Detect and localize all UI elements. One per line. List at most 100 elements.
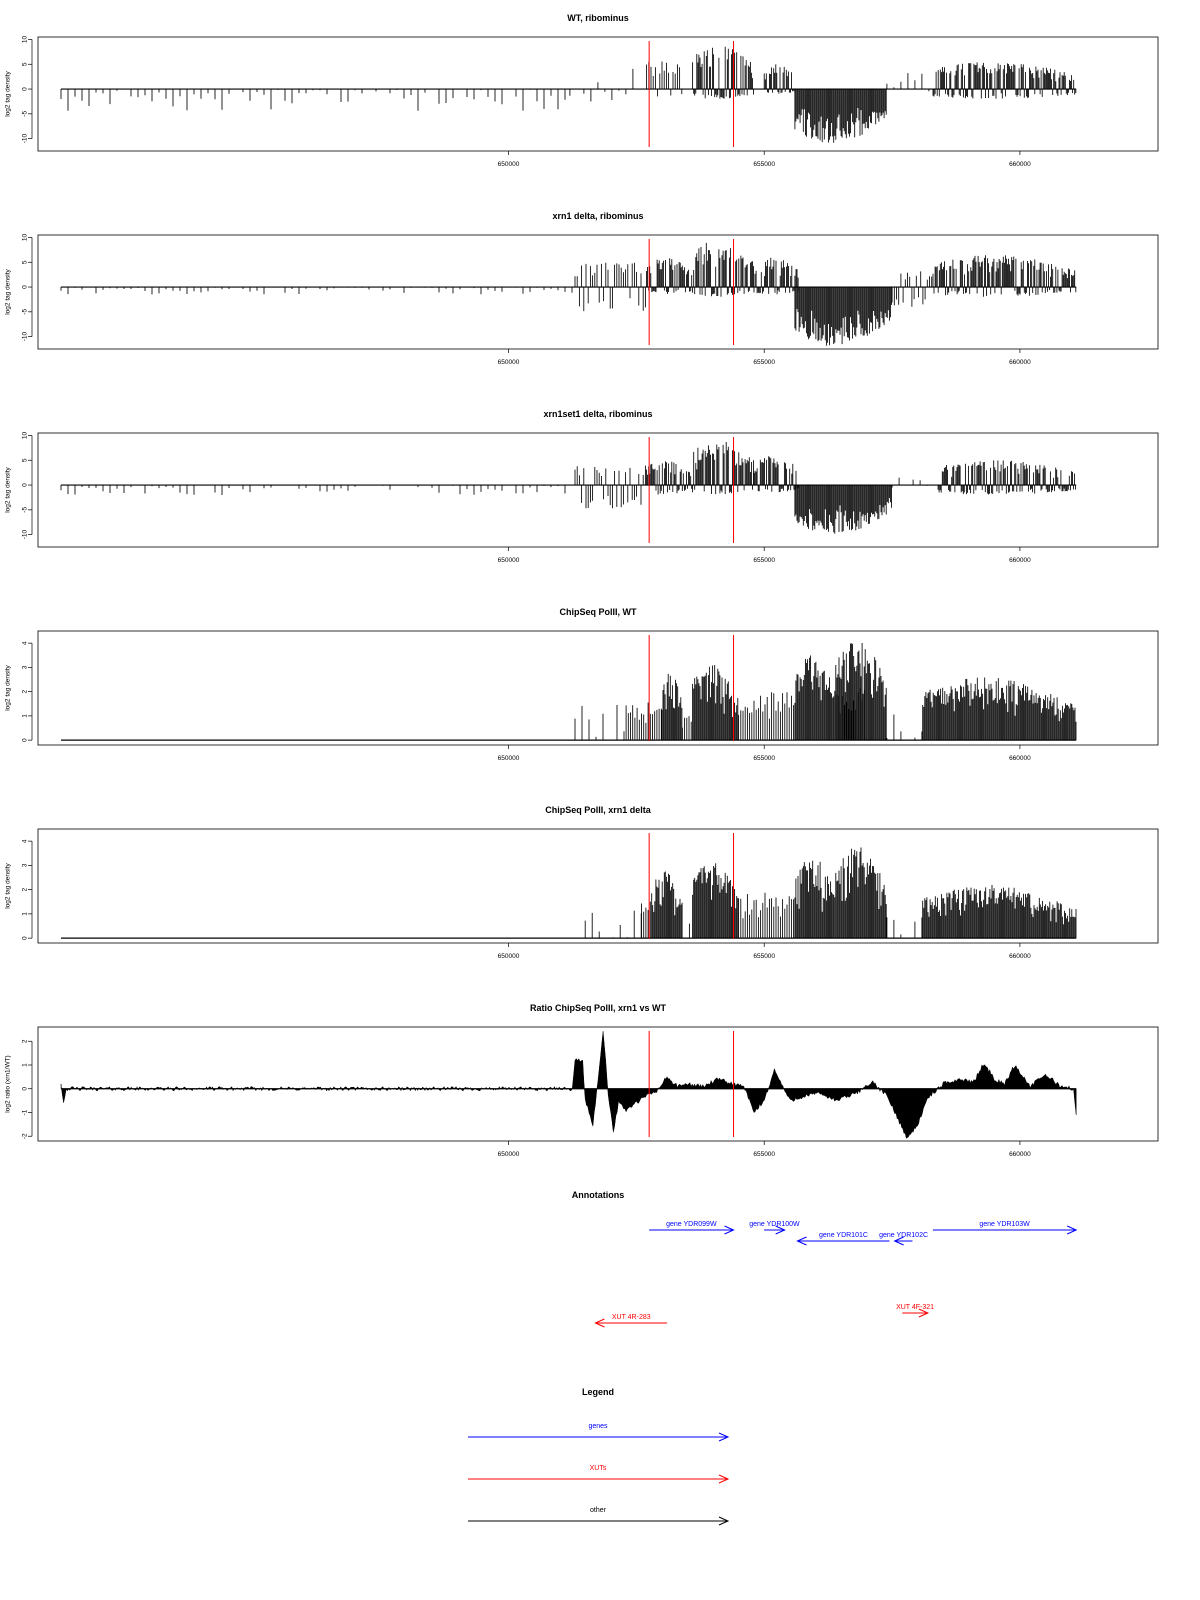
signal-bars-5 xyxy=(753,257,800,295)
y-axis: 0 1 2 3 4 xyxy=(22,641,33,742)
panel-title: ChipSeq PolII, xrn1 delta xyxy=(545,805,652,815)
x-tick-label: 660000 xyxy=(1009,1151,1031,1158)
signal-bars-4 xyxy=(692,46,754,99)
x-tick-label: 655000 xyxy=(753,953,775,960)
xut-arrow-2: XUT 4F-321 xyxy=(896,1304,934,1318)
y-tick-label: 5 xyxy=(22,62,29,66)
signal-bars-1 xyxy=(60,287,573,295)
x-axis: 650000 655000 660000 xyxy=(498,547,1031,564)
signal-bars-6 xyxy=(794,89,887,143)
panel-title: xrn1 delta, ribominus xyxy=(552,211,643,221)
signal-bars-1 xyxy=(584,910,642,939)
signal-bars-4 xyxy=(681,716,692,741)
signal-bars-7 xyxy=(891,477,935,488)
gene-arrow-4: gene YDR102C xyxy=(879,1232,928,1246)
signal-bars-2 xyxy=(625,702,662,741)
legend-label: genes xyxy=(588,1423,608,1430)
signal-bars-7 xyxy=(886,73,930,92)
signal-bars-8 xyxy=(835,847,887,939)
x-axis: 650000 655000 660000 xyxy=(498,151,1031,168)
signal-bars-2 xyxy=(574,262,646,312)
signal-bars-5 xyxy=(692,863,739,939)
y-tick-label: 2 xyxy=(22,887,29,891)
legend: Legend genes XUTs other xyxy=(468,1387,730,1526)
arrow-head xyxy=(594,1318,605,1328)
x-tick-label: 655000 xyxy=(753,557,775,564)
signal-bars-11 xyxy=(922,677,1077,741)
plot-frame xyxy=(37,36,1159,152)
plot-frame xyxy=(37,234,1159,350)
plot-frame xyxy=(37,828,1159,944)
track-panel-1: WT, ribominus -10 -5 0 5 10 log2 tag density 65… xyxy=(5,13,1159,168)
plot-frame xyxy=(37,1026,1159,1142)
signal-bars-3 xyxy=(646,461,693,495)
signal-bars-4 xyxy=(692,242,754,297)
track-panel-2: xrn1 delta, ribominus -10 -5 0 5 10 log2 tag d… xyxy=(5,211,1159,366)
y-axis: -10 -5 0 5 10 xyxy=(22,431,33,539)
signal-bars-9 xyxy=(835,643,887,741)
panel-title: ChipSeq PolII, WT xyxy=(560,607,637,617)
signal-bars-2 xyxy=(574,465,646,509)
xut-label: XUT 4R-283 xyxy=(612,1314,651,1321)
legend-title: Legend xyxy=(582,1387,614,1397)
track-panel-3: xrn1set1 delta, ribominus -10 -5 0 5 10 log2 t… xyxy=(5,409,1159,564)
x-tick-label: 655000 xyxy=(753,161,775,168)
arrow-head xyxy=(893,1236,904,1246)
annotations-title: Annotations xyxy=(572,1190,625,1200)
y-tick-label: 10 xyxy=(22,35,29,43)
x-tick-label: 660000 xyxy=(1009,359,1031,366)
y-tick-label: -1 xyxy=(22,1109,29,1115)
signal-bars-6 xyxy=(794,485,892,534)
x-tick-label: 650000 xyxy=(498,1151,520,1158)
gene-label: gene YDR101C xyxy=(819,1232,868,1239)
y-tick-label: -10 xyxy=(22,332,29,342)
gene-arrow-5: gene YDR103W xyxy=(932,1221,1078,1235)
x-tick-label: 660000 xyxy=(1009,953,1031,960)
x-axis: 650000 655000 660000 xyxy=(498,745,1031,762)
signal-bars-1 xyxy=(60,89,566,111)
legend-entry-gene: genes xyxy=(468,1423,730,1442)
legend-label: XUTs xyxy=(590,1465,607,1472)
series-signal xyxy=(60,1031,1077,1139)
y-tick-label: 3 xyxy=(22,665,29,669)
y-tick-label: 5 xyxy=(22,458,29,462)
signal-bars-10 xyxy=(922,885,1077,939)
x-tick-label: 650000 xyxy=(498,755,520,762)
signal-bars-2 xyxy=(641,901,651,939)
y-tick-label: 2 xyxy=(22,689,29,693)
gene-arrow-1: gene YDR099W xyxy=(649,1221,735,1235)
y-tick-label: 0 xyxy=(22,483,29,487)
y-tick-label: -5 xyxy=(22,309,29,315)
x-tick-label: 650000 xyxy=(498,953,520,960)
x-axis: 650000 655000 660000 xyxy=(498,1141,1031,1158)
signal-bars-1 xyxy=(60,485,573,495)
xut-arrow-1: XUT 4R-283 xyxy=(594,1314,668,1328)
x-axis: 650000 655000 660000 xyxy=(498,349,1031,366)
y-tick-label: 1 xyxy=(22,714,29,718)
panel-title: Ratio ChipSeq PolII, xrn1 vs WT xyxy=(530,1003,667,1013)
y-axis: 0 1 2 3 4 xyxy=(22,839,33,940)
signal-bars-5 xyxy=(753,456,800,493)
signal-bars-3 xyxy=(646,61,683,97)
x-tick-label: 655000 xyxy=(753,1151,775,1158)
signal-bars-6 xyxy=(794,287,892,346)
x-tick-label: 650000 xyxy=(498,359,520,366)
x-tick-label: 655000 xyxy=(753,755,775,762)
y-tick-label: 3 xyxy=(22,863,29,867)
signal-bars-5 xyxy=(763,64,796,94)
signal-bars-7 xyxy=(794,655,836,741)
y-axis: -2 -1 0 1 2 xyxy=(22,1039,33,1139)
y-tick-label: -5 xyxy=(22,507,29,513)
x-tick-label: 655000 xyxy=(753,359,775,366)
arrow-head xyxy=(718,1474,730,1484)
signal-bars-8 xyxy=(932,255,1077,297)
gene-arrow-3: gene YDR101C xyxy=(796,1232,890,1246)
y-tick-label: 0 xyxy=(22,738,29,742)
panel-title: WT, ribominus xyxy=(567,13,629,23)
signal-bars-9 xyxy=(886,917,923,939)
y-tick-label: -10 xyxy=(22,134,29,144)
x-tick-label: 650000 xyxy=(498,557,520,564)
arrow-head xyxy=(1066,1225,1078,1235)
signal-bars-4 xyxy=(692,442,754,495)
